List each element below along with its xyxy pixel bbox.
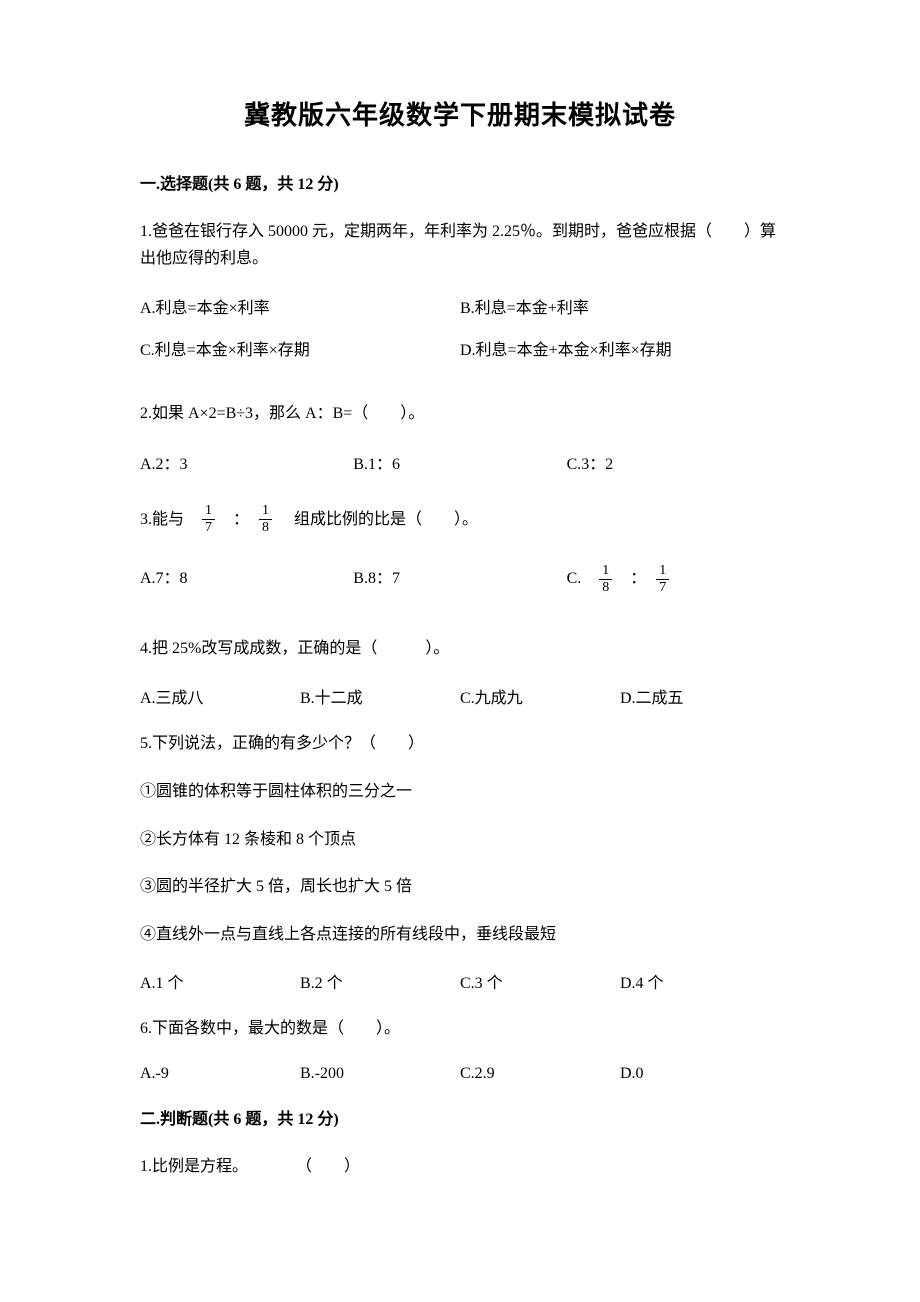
q4-option-b: B.十二成 bbox=[300, 684, 460, 708]
q1-option-a: A.利息=本金×利率 bbox=[140, 294, 460, 318]
q4-options: A.三成八 B.十二成 C.九成九 D.二成五 bbox=[140, 684, 780, 708]
q1-options: A.利息=本金×利率 B.利息=本金+利率 C.利息=本金×利率×存期 D.利息… bbox=[140, 294, 780, 378]
q2-option-c: C.3：2 bbox=[567, 450, 780, 474]
q3-mid: ： bbox=[217, 511, 257, 528]
q2-option-b: B.1：6 bbox=[353, 450, 566, 474]
q2-option-a: A.2：3 bbox=[140, 450, 353, 474]
q6-option-a: A.-9 bbox=[140, 1065, 300, 1083]
section-2-header: 二.判断题(共 6 题，共 12 分) bbox=[140, 1105, 780, 1129]
q3-option-a: A.7：8 bbox=[140, 564, 353, 595]
q5-text: 5.下列说法，正确的有多少个？（ ） bbox=[140, 730, 780, 757]
q3-frac2: 18 bbox=[259, 504, 272, 535]
q4-text: 4.把 25%改写成成数，正确的是（ ）。 bbox=[140, 635, 780, 662]
q4-option-c: C.九成九 bbox=[460, 684, 620, 708]
q4-option-d: D.二成五 bbox=[620, 684, 780, 708]
s2-q1-text: 1.比例是方程。 （ ） bbox=[140, 1153, 780, 1180]
q5-option-d: D.4 个 bbox=[620, 969, 780, 993]
q3-option-c: C. 18 ： 17 bbox=[567, 564, 780, 595]
q2-text: 2.如果 A×2=B÷3，那么 A：B=（ ）。 bbox=[140, 400, 780, 427]
q1-option-b: B.利息=本金+利率 bbox=[460, 294, 780, 318]
q5-option-b: B.2 个 bbox=[300, 969, 460, 993]
section-1-header: 一.选择题(共 6 题，共 12 分) bbox=[140, 170, 780, 194]
q6-option-c: C.2.9 bbox=[460, 1065, 620, 1083]
q5-statement-4: ④直线外一点与直线上各点连接的所有线段中，垂线段最短 bbox=[140, 922, 780, 948]
q5-statement-2: ②长方体有 12 条棱和 8 个顶点 bbox=[140, 827, 780, 853]
q5-statement-3: ③圆的半径扩大 5 倍，周长也扩大 5 倍 bbox=[140, 874, 780, 900]
q5-statement-1: ①圆锥的体积等于圆柱体积的三分之一 bbox=[140, 779, 780, 805]
q6-option-d: D.0 bbox=[620, 1065, 780, 1083]
q5-options: A.1 个 B.2 个 C.3 个 D.4 个 bbox=[140, 969, 780, 993]
q5-option-c: C.3 个 bbox=[460, 969, 620, 993]
q3-frac1: 17 bbox=[202, 504, 215, 535]
q3-suffix: 组成比例的比是（ ）。 bbox=[274, 511, 478, 528]
q5-option-a: A.1 个 bbox=[140, 969, 300, 993]
q3-options: A.7：8 B.8：7 C. 18 ： 17 bbox=[140, 564, 780, 595]
q4-option-a: A.三成八 bbox=[140, 684, 300, 708]
q2-options: A.2：3 B.1：6 C.3：2 bbox=[140, 450, 780, 474]
q6-text: 6.下面各数中，最大的数是（ ）。 bbox=[140, 1015, 780, 1042]
q1-text: 1.爸爸在银行存入 50000 元，定期两年，年利率为 2.25％。到期时，爸爸… bbox=[140, 218, 780, 272]
q1-option-c: C.利息=本金×利率×存期 bbox=[140, 336, 460, 360]
q3-option-b: B.8：7 bbox=[353, 564, 566, 595]
q3-text: 3.能与 17 ： 18 组成比例的比是（ ）。 bbox=[140, 504, 780, 536]
page-title: 冀教版六年级数学下册期末模拟试卷 bbox=[140, 95, 780, 132]
q1-option-d: D.利息=本金+本金×利率×存期 bbox=[460, 336, 780, 360]
q6-option-b: B.-200 bbox=[300, 1065, 460, 1083]
q3-prefix: 3.能与 bbox=[140, 511, 200, 528]
q6-options: A.-9 B.-200 C.2.9 D.0 bbox=[140, 1065, 780, 1083]
